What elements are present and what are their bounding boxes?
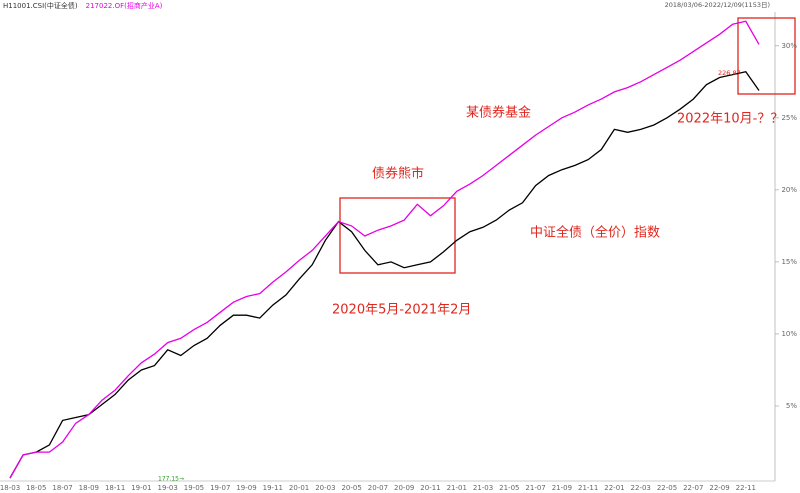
x-tick-label: 21-09 <box>552 484 572 492</box>
x-tick-label: 19-09 <box>236 484 256 492</box>
x-tick-label: 19-07 <box>210 484 230 492</box>
x-tick-label: 20-03 <box>315 484 335 492</box>
x-tick-label: 21-01 <box>447 484 467 492</box>
highlight-box <box>737 17 796 95</box>
x-tick-label: 22-03 <box>631 484 651 492</box>
date-range: 2018/03/06-2022/12/09(1153日) <box>665 1 770 9</box>
x-tick-label: 21-11 <box>578 484 598 492</box>
x-tick-label: 18-11 <box>105 484 125 492</box>
x-tick-label: 20-11 <box>420 484 440 492</box>
x-tick-label: 21-07 <box>525 484 545 492</box>
x-tick-label: 18-09 <box>79 484 99 492</box>
y-tick-label: 30% <box>781 42 797 50</box>
legend-entry: 217022.OF(招商产业A) <box>86 1 163 10</box>
highlight-box <box>339 197 456 274</box>
y-tick-label: 20% <box>781 186 797 194</box>
series-line <box>9 20 760 479</box>
annotation: 177.15→ <box>158 476 184 483</box>
x-tick-label: 22-09 <box>709 484 729 492</box>
x-tick-label: 22-11 <box>736 484 756 492</box>
annotation: 2022年10月-？？ <box>677 112 783 127</box>
x-tick-label: 19-01 <box>131 484 151 492</box>
annotation: 中证全债（全价）指数 <box>530 225 660 241</box>
legend-entry: H11001.CSI(中证全债) <box>3 1 78 10</box>
x-tick-label: 22-07 <box>683 484 703 492</box>
annotation: 2020年5月-2021年2月 <box>332 303 471 318</box>
x-tick-label: 20-09 <box>394 484 414 492</box>
annotation: 226.87 <box>718 69 741 77</box>
series-line <box>9 70 760 479</box>
y-tick-label: 15% <box>781 258 797 266</box>
y-tick-label: 5% <box>786 402 797 410</box>
x-tick-label: 18-05 <box>26 484 46 492</box>
x-tick-label: 20-07 <box>368 484 388 492</box>
y-tick-label: 25% <box>781 114 797 122</box>
x-tick-label: 19-11 <box>263 484 283 492</box>
x-tick-label: 19-03 <box>158 484 178 492</box>
x-tick-label: 22-05 <box>657 484 677 492</box>
x-tick-label: 20-05 <box>341 484 361 492</box>
annotation: 某债券基金 <box>466 105 531 121</box>
x-tick-label: 21-05 <box>499 484 519 492</box>
x-tick-label: 20-01 <box>289 484 309 492</box>
x-tick-label: 19-05 <box>184 484 204 492</box>
annotation: 债券熊市 <box>372 166 424 182</box>
x-tick-label: 22-01 <box>604 484 624 492</box>
x-tick-label: 18-03 <box>0 484 20 492</box>
y-tick-label: 10% <box>781 330 797 338</box>
x-tick-label: 21-03 <box>473 484 493 492</box>
x-tick-label: 18-07 <box>52 484 72 492</box>
